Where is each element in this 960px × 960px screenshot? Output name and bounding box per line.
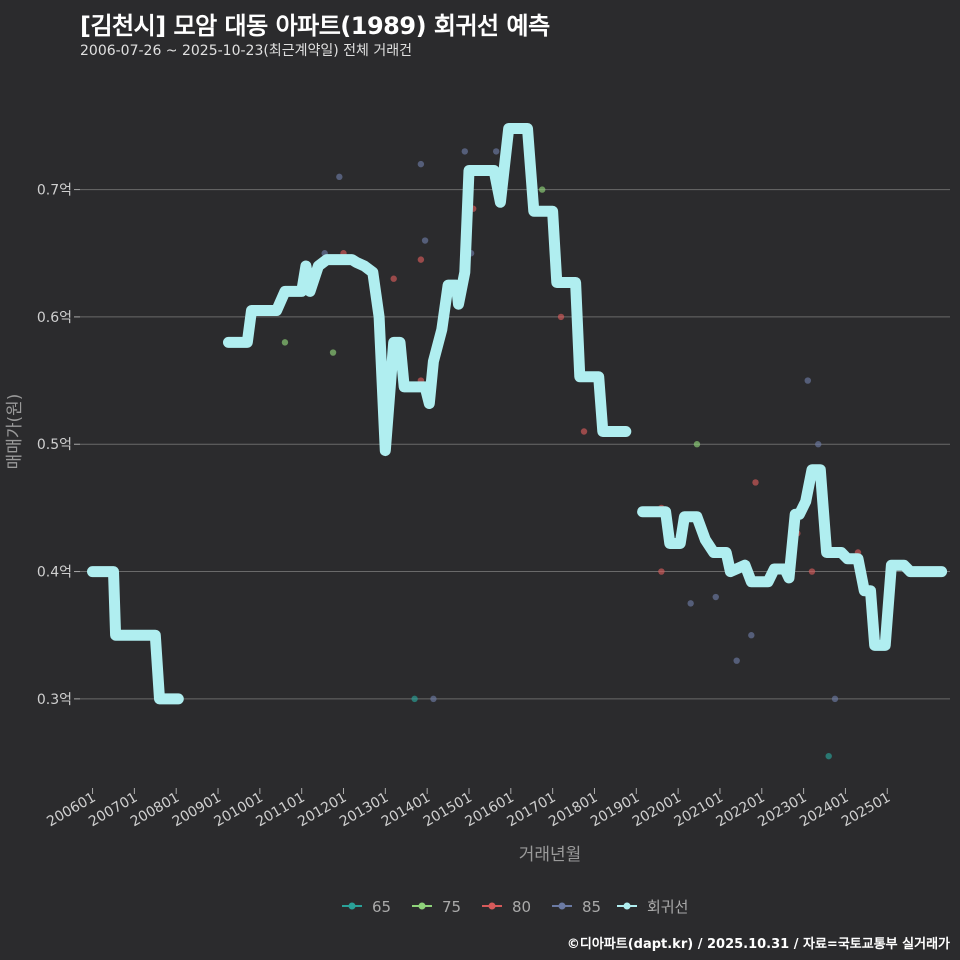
- legend-label-65: 65: [372, 898, 391, 916]
- scatter-point-75: [329, 349, 337, 356]
- regression-segment: [637, 464, 948, 651]
- scatter-point-85: [421, 237, 429, 244]
- scatter-point-65: [825, 752, 832, 760]
- x-axis-title: 거래년월: [519, 845, 582, 865]
- y-tick-label: 0.3억: [37, 692, 72, 708]
- scatter-point-85: [733, 657, 740, 664]
- x-tick-label: 202501: [839, 790, 893, 831]
- scatter-point-75: [281, 339, 289, 346]
- y-tick-label: 0.6억: [37, 310, 72, 326]
- footer-credit: ©디아파트(dapt.kr) / 2025.10.31 / 자료=국토교통부 실…: [566, 937, 950, 952]
- regression-segment: [87, 566, 184, 705]
- scatter-point-75: [693, 441, 701, 448]
- scatter-point-85: [687, 600, 694, 607]
- scatter-point-85: [804, 377, 811, 384]
- scatter-point-85: [831, 695, 839, 703]
- scatter-point-85: [748, 632, 755, 639]
- scatter-point-85: [815, 441, 822, 448]
- regression-segment: [223, 123, 632, 457]
- scatter-point-85: [461, 148, 469, 155]
- legend-marker-65: [348, 902, 356, 910]
- scatter-point-80: [752, 479, 759, 486]
- chart-subtitle: 2006-07-26 ~ 2025-10-23(최근계약일) 전체 거래건: [80, 43, 412, 59]
- scatter-point-80: [658, 568, 665, 575]
- scatter-point-65: [411, 695, 418, 703]
- y-tick-label: 0.7억: [37, 183, 72, 199]
- legend-marker-80: [488, 902, 496, 910]
- x-tick-labels: 2006012007012008012009012010012011012012…: [44, 788, 893, 830]
- y-tick-labels: 0.3억 0.4억 0.5억 0.6억 0.7억: [37, 183, 72, 708]
- scatter-point-80: [808, 568, 816, 575]
- legend-marker-85: [558, 902, 566, 910]
- scatter-point-80: [557, 313, 565, 321]
- scatter-point-85: [336, 173, 343, 181]
- y-tick-label: 0.5억: [37, 437, 72, 453]
- scatter-points: [281, 148, 862, 760]
- legend-label-75: 75: [442, 898, 461, 916]
- legend-label-85: 85: [582, 898, 601, 916]
- regression-line: [87, 123, 948, 705]
- legend-label-80: 80: [512, 898, 531, 916]
- scatter-point-80: [390, 275, 397, 282]
- scatter-point-85: [712, 593, 719, 601]
- scatter-point-75: [538, 186, 546, 193]
- y-tick-label: 0.4억: [37, 565, 72, 581]
- scatter-point-85: [417, 160, 425, 168]
- y-axis-title: 매매가(원): [5, 394, 25, 470]
- scatter-point-85: [492, 148, 500, 155]
- legend-marker-75: [418, 902, 426, 910]
- legend-label-회귀선: 회귀선: [647, 898, 688, 916]
- legend-marker-회귀선: [623, 902, 631, 910]
- scatter-point-85: [430, 695, 437, 703]
- scatter-point-80: [580, 428, 588, 435]
- legend: 65 75 80 85 회귀선: [342, 898, 688, 916]
- grid-lines: [74, 189, 950, 700]
- scatter-point-80: [417, 256, 425, 263]
- chart-title: [김천시] 모암 대동 아파트(1989) 회귀선 예측: [80, 12, 550, 40]
